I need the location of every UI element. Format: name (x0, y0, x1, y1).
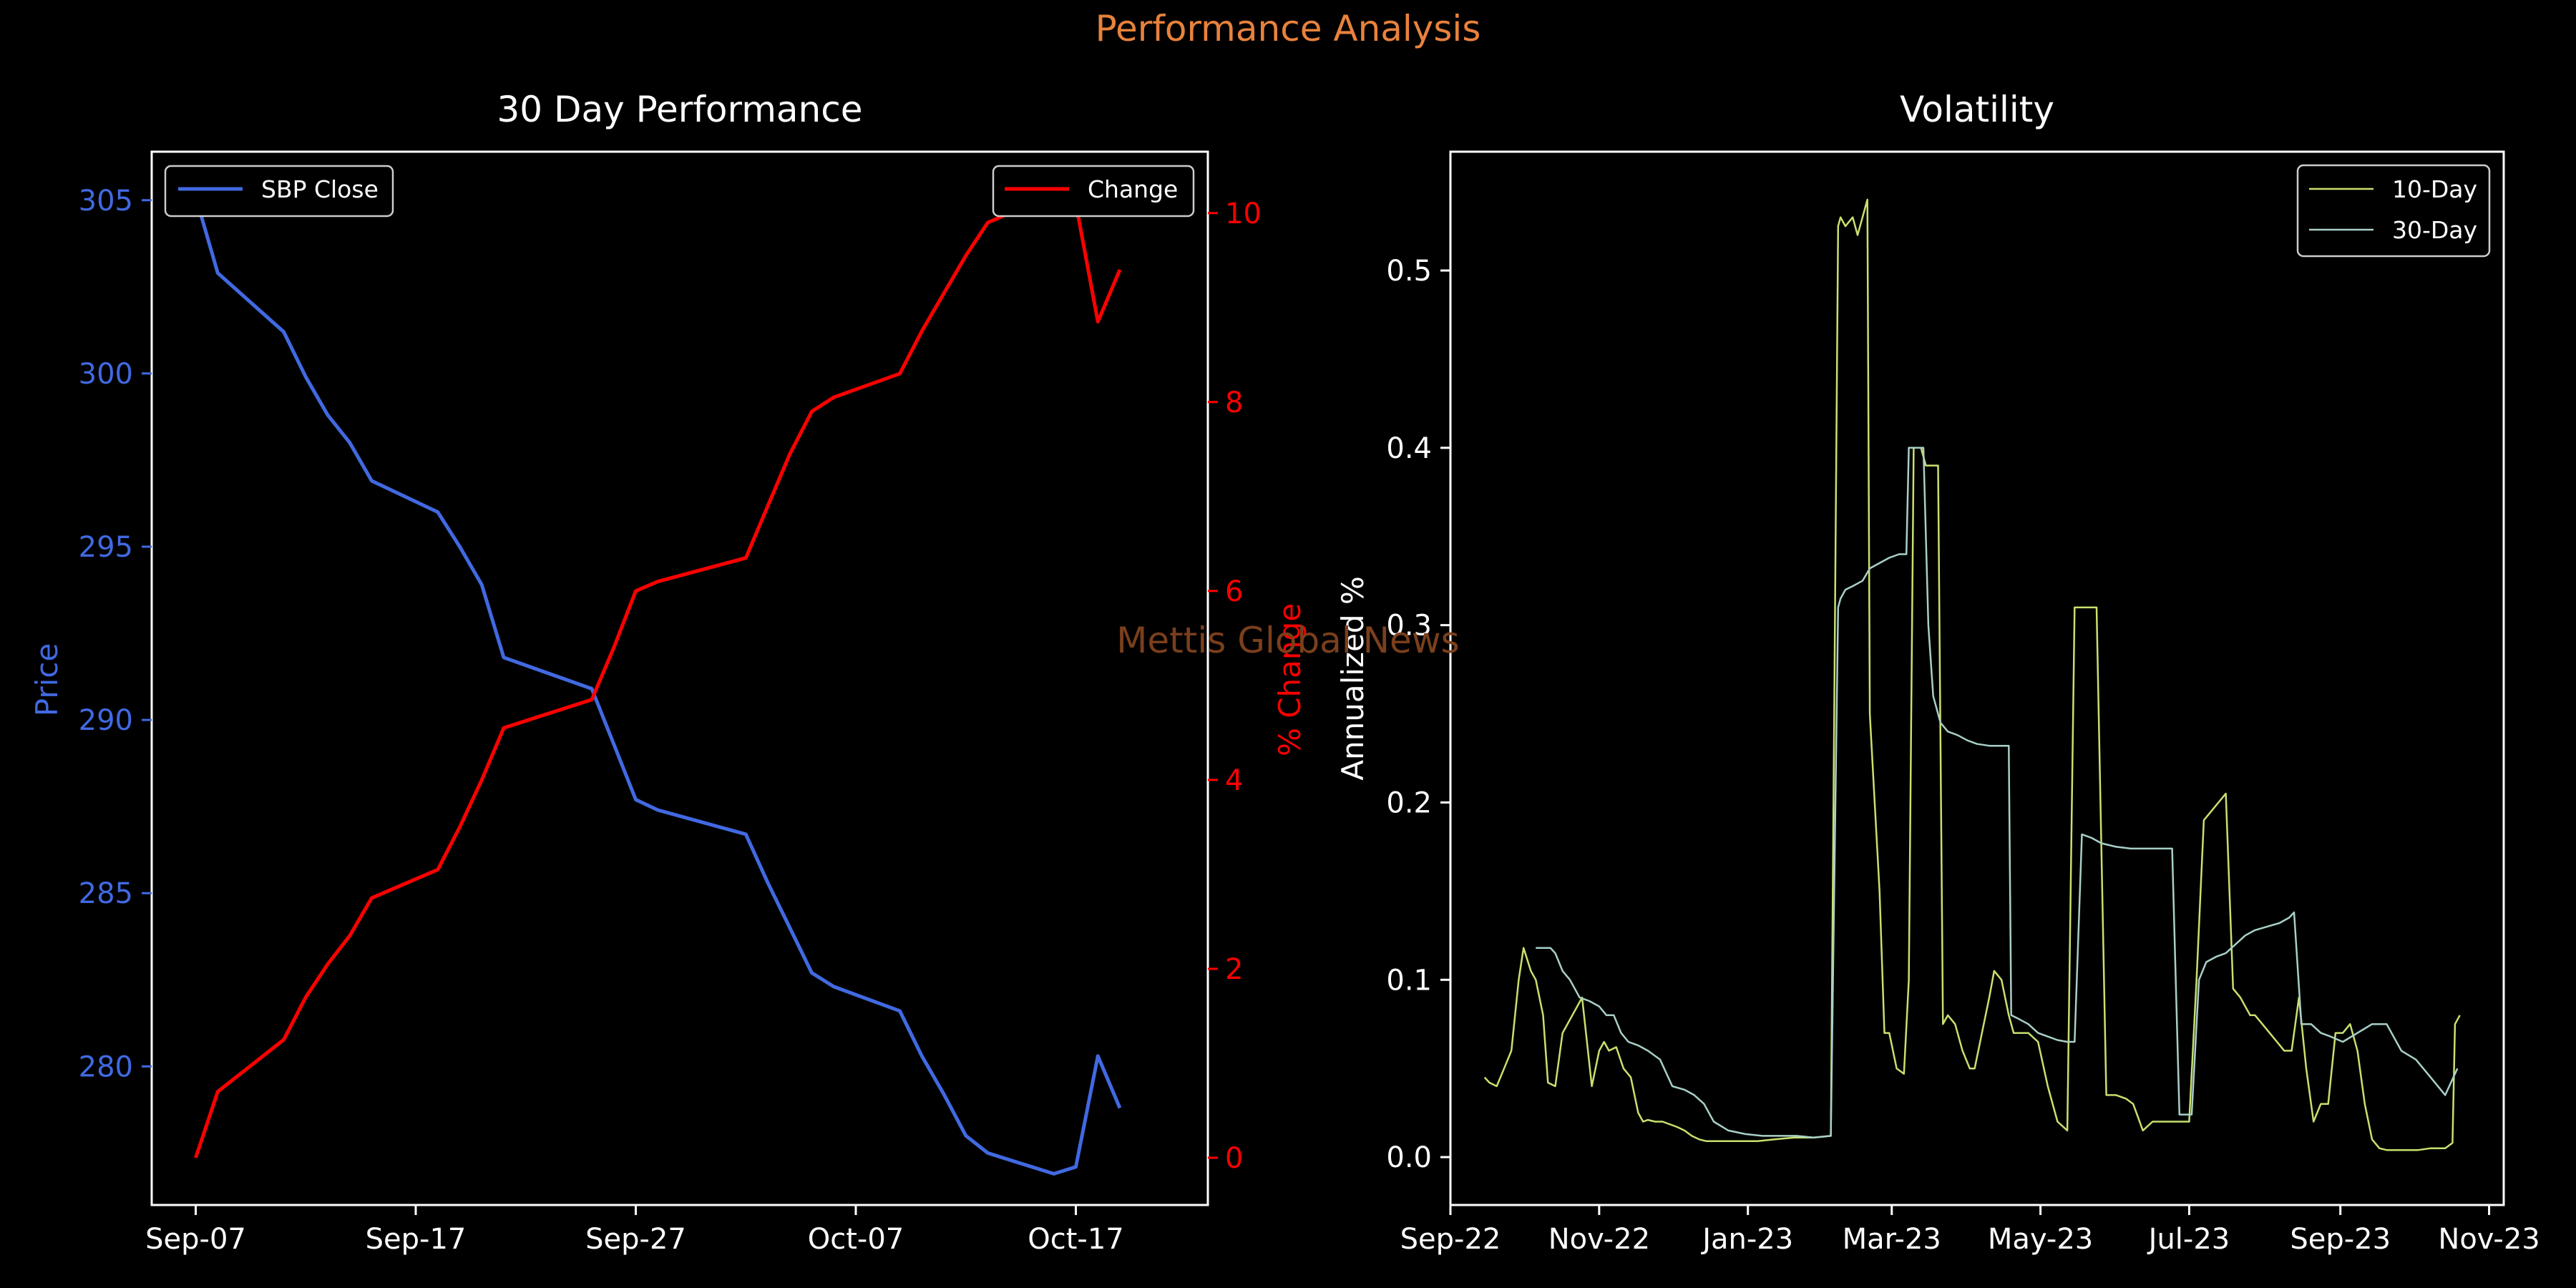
right-chart-legend: 10-Day 30-Day (2296, 164, 2491, 258)
change-tick-label: 8 (1225, 386, 1243, 419)
price-tick-label: 300 (79, 358, 133, 391)
right-y-tick-label: 0.5 (1386, 255, 1432, 288)
right-x-tick-label: Mar-23 (1843, 1223, 1941, 1256)
left-chart-change-axis-label: % Change (1272, 603, 1307, 756)
left-chart-legend-change: Change (992, 165, 1195, 218)
price-tick-label: 285 (79, 877, 133, 910)
left-x-tick-label: Sep-07 (145, 1223, 246, 1256)
volatility-10-day-series-line (1483, 198, 2461, 1151)
price-tick-label: 305 (79, 185, 133, 218)
right-chart-series-layer (1483, 198, 2461, 1151)
right-chart-x-axis: Sep-22 Nov-22 Jan-23 Mar-23 May-23 Jul-23 Sep-… (1400, 1205, 2540, 1256)
change-tick-label: 10 (1225, 197, 1262, 230)
right-x-tick-label: Jan-23 (1700, 1223, 1793, 1256)
left-chart-price-axis-label: Price (29, 643, 64, 716)
price-tick-label: 280 (79, 1050, 133, 1083)
change-tick-label: 6 (1225, 575, 1243, 608)
right-chart-y-axis-label: Annualized % (1335, 576, 1370, 780)
left-chart-title: 30 Day Performance (497, 89, 863, 130)
left-chart-price-axis: 280 285 290 295 300 305 (79, 185, 152, 1083)
left-x-tick-label: Oct-17 (1028, 1223, 1124, 1256)
left-chart-legend-price-label: SBP Close (261, 175, 379, 203)
change-tick-label: 0 (1225, 1142, 1243, 1175)
right-y-tick-label: 0.2 (1386, 786, 1432, 819)
right-chart-plot-frame (1449, 150, 2505, 1206)
sbp-close-series-line (194, 196, 1122, 1176)
left-chart-plot-frame (150, 150, 1209, 1206)
right-chart-legend-10-day-label: 10-Day (2392, 175, 2477, 203)
right-chart-legend-30-day-label: 30-Day (2392, 216, 2477, 244)
price-tick-label: 295 (79, 531, 133, 564)
right-x-tick-label: Nov-22 (1548, 1223, 1650, 1256)
left-chart-series-layer (194, 192, 1122, 1176)
left-chart-change-axis: 0 2 4 6 8 10 (1208, 197, 1262, 1175)
left-chart-legend-price-box (164, 165, 394, 218)
right-y-tick-label: 0.4 (1386, 432, 1432, 465)
right-chart-volatility: Volatility Sep-22 Nov-22 Jan-23 Mar-23 May-2… (1335, 89, 2540, 1256)
change-tick-label: 2 (1225, 953, 1243, 986)
figure-title: Performance Analysis (1096, 8, 1481, 49)
left-chart-legend-change-box (992, 165, 1195, 218)
right-y-tick-label: 0.1 (1386, 964, 1432, 997)
change-tick-label: 4 (1225, 764, 1243, 797)
right-x-tick-label: Sep-22 (1400, 1223, 1501, 1256)
left-x-tick-label: Sep-27 (585, 1223, 686, 1256)
right-x-tick-label: May-23 (1988, 1223, 2093, 1256)
left-chart-x-axis: Sep-07 Sep-17 Sep-27 Oct-07 Oct-17 (145, 1205, 1124, 1256)
right-chart-y-axis: 0.0 0.1 0.2 0.3 0.4 0.5 (1386, 255, 1450, 1174)
left-x-tick-label: Oct-07 (808, 1223, 904, 1256)
left-chart-legend-change-label: Change (1088, 175, 1178, 203)
left-chart-legend-price: SBP Close (164, 165, 394, 218)
right-x-tick-label: Jul-23 (2147, 1223, 2230, 1256)
right-x-tick-label: Sep-23 (2290, 1223, 2391, 1256)
right-y-tick-label: 0.3 (1386, 610, 1432, 643)
right-chart-title: Volatility (1900, 89, 2054, 130)
right-y-tick-label: 0.0 (1386, 1141, 1432, 1174)
volatility-30-day-series-line (1536, 447, 2459, 1139)
right-x-tick-label: Nov-23 (2438, 1223, 2540, 1256)
price-tick-label: 290 (79, 704, 133, 737)
left-x-tick-label: Sep-17 (366, 1223, 467, 1256)
change-series-line (194, 192, 1122, 1158)
watermark-text: Mettis Global News (1116, 620, 1459, 661)
left-chart-30-day-performance: 30 Day Performance Sep-07 Sep-17 Sep-27 Oct… (29, 89, 1307, 1256)
